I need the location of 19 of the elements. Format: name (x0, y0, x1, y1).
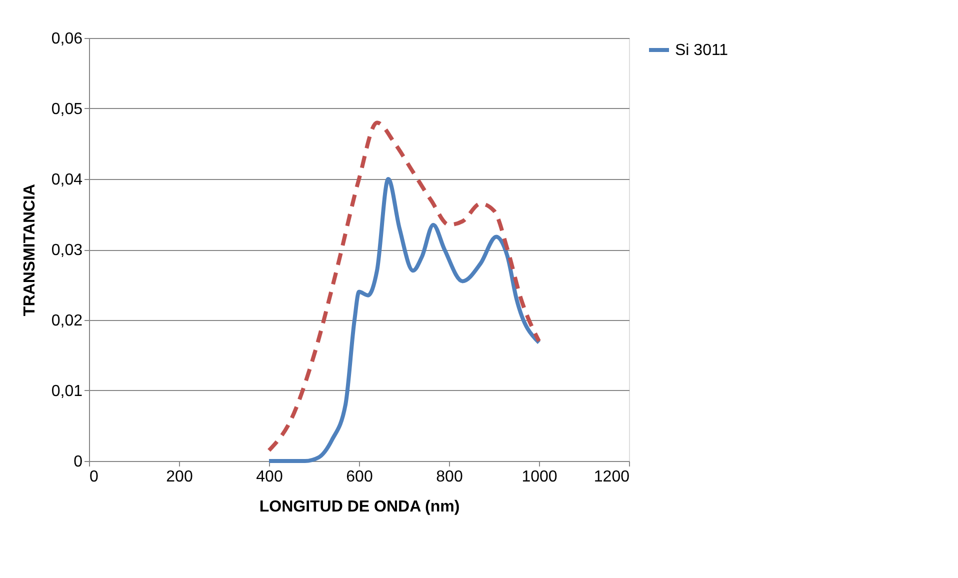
y-tick-label: 0,02 (51, 312, 83, 330)
x-tick-label: 600 (346, 468, 373, 486)
x-tick-label: 1000 (522, 468, 558, 486)
x-tick-label: 800 (436, 468, 463, 486)
y-tick-label: 0,05 (51, 101, 83, 118)
y-tick-label: 0 (74, 454, 83, 470)
line-series (267, 177, 541, 463)
y-tick-label: 0,06 (51, 30, 83, 48)
y-tick-label: 0,03 (51, 242, 83, 259)
x-tick-label: 0 (90, 468, 98, 486)
x-tick-label: 400 (256, 468, 283, 486)
x-tick-label: 200 (166, 468, 193, 486)
line-series (267, 120, 541, 452)
y-tick-label: 0,04 (51, 172, 83, 188)
legend-label: Si 3011 (675, 42, 728, 59)
x-tick-label: 1200 (594, 468, 630, 486)
y-tick-label: 0,01 (51, 383, 83, 400)
y-axis-title: TRANSMITANCIA (21, 183, 38, 316)
x-axis-title: LONGITUD DE ONDA (nm) (259, 498, 460, 516)
